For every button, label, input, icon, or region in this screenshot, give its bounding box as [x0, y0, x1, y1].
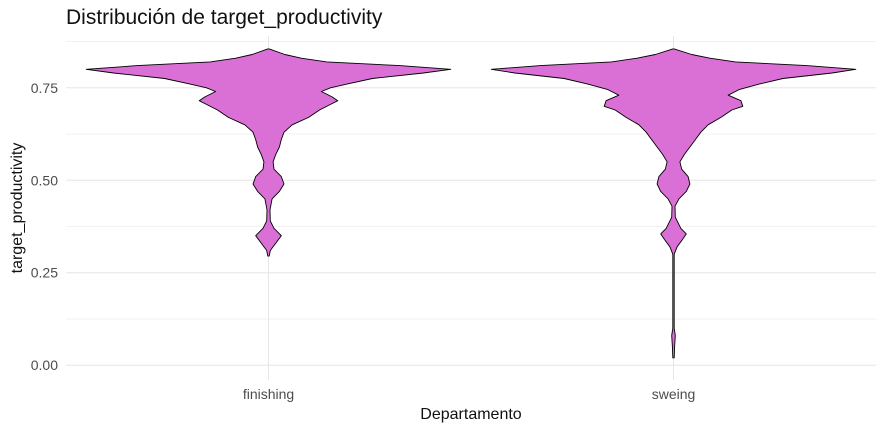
grid-layer: 0.00 0.25 0.50 0.75 finishing sweing [31, 36, 876, 402]
y-tick-label: 0.50 [31, 172, 58, 188]
axis-layer: Departamento target_productivity [9, 143, 522, 423]
y-tick-label: 0.25 [31, 265, 58, 281]
x-axis-label: Departamento [420, 406, 521, 423]
chart-title: Distribución de target_productivity [66, 6, 383, 29]
x-tick-label: sweing [652, 386, 696, 402]
y-tick-label: 0.00 [31, 357, 58, 373]
violin-layer [85, 48, 857, 359]
violin-finishing [85, 48, 452, 257]
x-tick-label: finishing [243, 386, 294, 402]
y-tick-label: 0.75 [31, 80, 58, 96]
violin-sweing [490, 48, 857, 359]
y-axis-label: target_productivity [9, 143, 26, 274]
